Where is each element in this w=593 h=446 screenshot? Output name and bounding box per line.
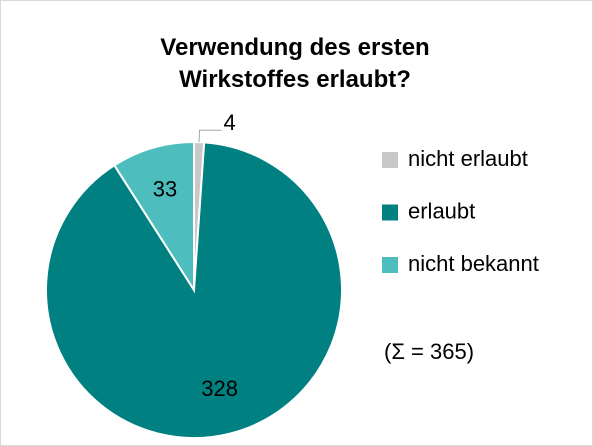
data-label: 328 bbox=[201, 376, 238, 401]
chart-title: Verwendung des ersten Wirkstoffes erlaub… bbox=[160, 34, 430, 93]
leader-line bbox=[198, 129, 222, 143]
data-label: 4 bbox=[224, 110, 236, 135]
legend-swatch bbox=[382, 257, 398, 273]
annotation: (Σ = 365) bbox=[384, 339, 474, 364]
legend-label: nicht bekannt bbox=[408, 251, 539, 276]
pie-slice bbox=[112, 140, 195, 294]
legend-label: nicht erlaubt bbox=[408, 146, 528, 171]
legend-label: erlaubt bbox=[408, 198, 475, 223]
legend-swatch bbox=[382, 152, 398, 168]
data-label: 33 bbox=[153, 176, 177, 201]
legend-swatch bbox=[382, 204, 398, 221]
